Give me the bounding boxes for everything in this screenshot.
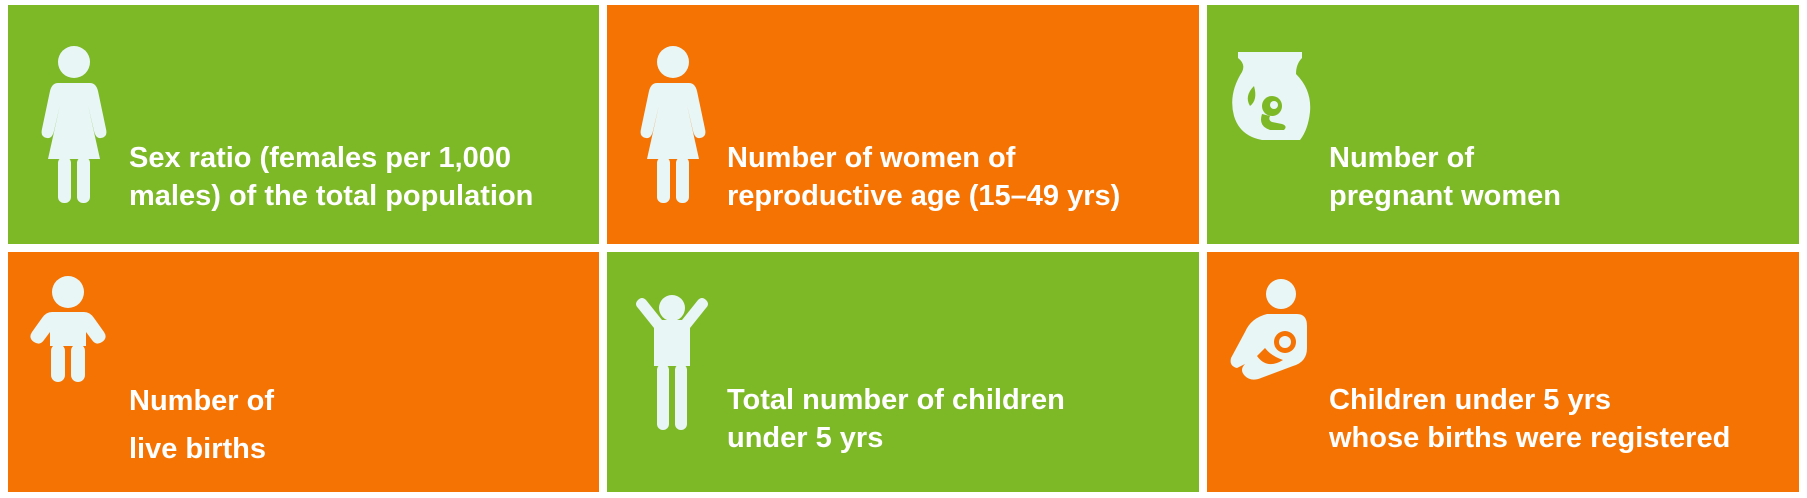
label-line-1: Children under 5 yrs	[1329, 384, 1612, 416]
tile-label: Number of pregnant women	[1329, 139, 1561, 215]
tile-live-births: Number of live births	[8, 252, 599, 492]
label-line-2: under 5 yrs	[727, 422, 884, 454]
tile-label: Number of women of reproductive age (15–…	[727, 139, 1120, 215]
pregnant-woman-icon	[1228, 50, 1312, 140]
label-line-2: males) of the total population	[129, 180, 534, 212]
tile-label: Number of live births	[129, 377, 274, 473]
tile-pregnant-women: Number of pregnant women	[1207, 5, 1799, 244]
label-line-1: Total number of children	[727, 384, 1065, 416]
mother-holding-baby-icon	[1227, 278, 1311, 382]
tile-label: Children under 5 yrs whose births were r…	[1329, 381, 1730, 457]
label-line-1: Sex ratio (females per 1,000	[129, 142, 512, 174]
woman-icon	[38, 45, 110, 205]
woman-icon	[637, 45, 709, 205]
label-line-2: live births	[129, 433, 266, 465]
tile-births-registered: Children under 5 yrs whose births were r…	[1207, 252, 1799, 492]
label-line-2: reproductive age (15–49 yrs)	[727, 180, 1121, 212]
child-arms-raised-icon	[634, 294, 710, 430]
label-line-1: Number of	[129, 385, 274, 417]
tile-children-under-5: Total number of children under 5 yrs	[607, 252, 1199, 492]
baby-icon	[30, 276, 106, 382]
label-line-1: Number of	[1329, 142, 1474, 174]
tile-sex-ratio: Sex ratio (females per 1,000 males) of t…	[8, 5, 599, 244]
label-line-1: Number of women of	[727, 142, 1016, 174]
label-line-2: whose births were registered	[1329, 422, 1731, 454]
tile-women-reproductive-age: Number of women of reproductive age (15–…	[607, 5, 1199, 244]
label-line-2: pregnant women	[1329, 180, 1562, 212]
tile-label: Sex ratio (females per 1,000 males) of t…	[129, 139, 533, 215]
tile-label: Total number of children under 5 yrs	[727, 381, 1065, 457]
